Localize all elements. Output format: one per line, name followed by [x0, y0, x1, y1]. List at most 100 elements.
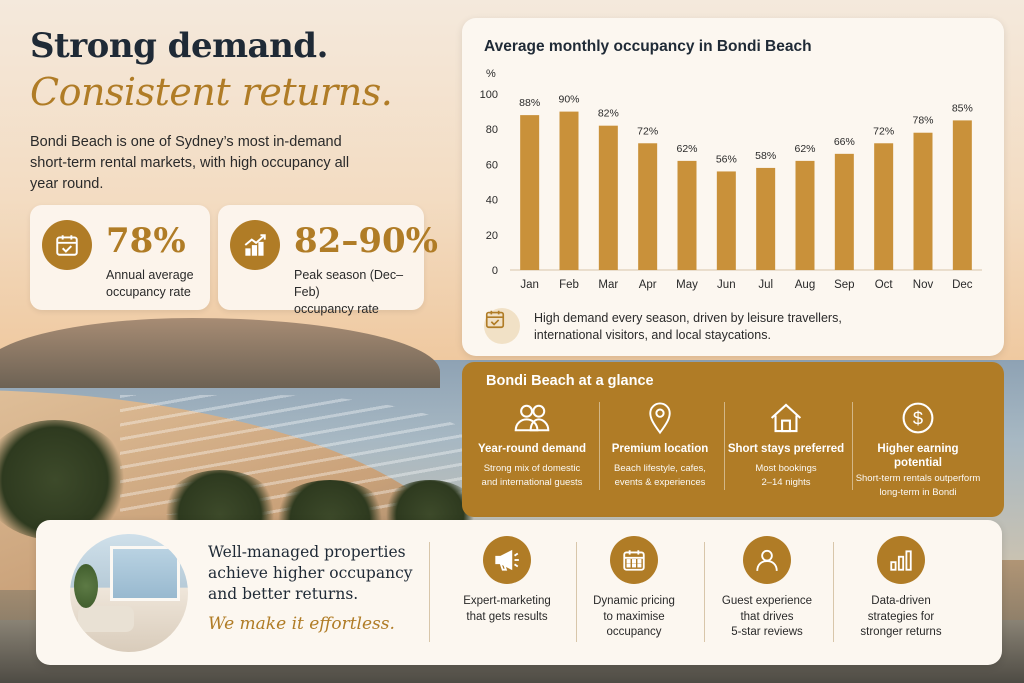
glance-item-short-stays: Short stays preferred Most bookings 2–14…	[722, 400, 850, 510]
glance-heading: Year-round demand	[478, 443, 586, 455]
bar-apr	[638, 143, 658, 270]
y-axis-unit-label: %	[486, 68, 496, 80]
glance-title: Bondi Beach at a glance	[486, 373, 654, 389]
banner-tagline: We make it effortless.	[208, 614, 395, 634]
data-label: 88%	[519, 97, 540, 109]
bar-dec	[952, 120, 972, 271]
divider	[852, 402, 853, 490]
x-tick-label: Oct	[875, 279, 894, 291]
chart-note-text: High demand every season, driven by leis…	[534, 311, 842, 342]
hero-subtitle: Consistent returns.	[30, 70, 393, 114]
divider	[724, 402, 725, 490]
feature-text: Expert-marketing that gets results	[463, 595, 551, 623]
trend-up-chart-icon	[230, 220, 280, 270]
data-label: 90%	[558, 94, 579, 106]
x-tick-label: Nov	[913, 279, 934, 291]
bar-jul	[756, 167, 776, 270]
y-tick-label: 60	[486, 159, 498, 171]
feature-text: Dynamic pricing to maximise occupancy	[593, 595, 675, 638]
glance-heading: Premium location	[611, 443, 709, 455]
stat-card-annual-occupancy: 78% Annual average occupancy rate	[30, 205, 210, 310]
bottom-banner: Well-managed properties achieve higher o…	[36, 520, 1002, 665]
bar-aug	[795, 160, 815, 270]
chart-note: High demand every season, driven by leis…	[484, 308, 984, 348]
bar-sep	[834, 153, 854, 270]
stat-value: 82–90%	[294, 221, 438, 261]
glance-description: Short-term rentals outperform long-term …	[855, 473, 981, 498]
feature-dynamic-pricing: Dynamic pricing to maximise occupancy	[569, 536, 699, 641]
data-label: 58%	[755, 150, 776, 162]
hero-description: Bondi Beach is one of Sydney’s most in-d…	[30, 134, 350, 192]
feature-expert-marketing: Expert-marketing that gets results	[442, 536, 572, 625]
bar-feb	[559, 111, 579, 270]
data-label: 72%	[637, 125, 658, 137]
glance-item-higher-earning: $ Higher earning potential Short-term re…	[854, 400, 982, 510]
x-tick-label: Dec	[952, 279, 973, 291]
house-icon	[722, 400, 850, 436]
y-tick-label: 80	[486, 124, 498, 136]
feature-text: Data-driven strategies for stronger retu…	[860, 595, 942, 638]
glance-heading: Short stays preferred	[727, 443, 845, 455]
x-tick-label: Apr	[639, 279, 657, 291]
stat-label: Annual average occupancy rate	[106, 268, 194, 299]
data-label: 85%	[952, 102, 973, 114]
chart-title: Average monthly occupancy in Bondi Beach	[484, 38, 812, 55]
x-tick-label: Jan	[520, 279, 539, 291]
occupancy-bar-chart: % 0 20 40 60 80 100 88% Jan 90% Feb 82% Mar 72% Apr 62%…	[480, 68, 982, 291]
data-label: 56%	[716, 153, 737, 165]
y-tick-label: 40	[486, 195, 498, 207]
hero-title: Strong demand.	[30, 26, 328, 66]
stat-value: 78%	[106, 221, 186, 261]
stat-card-peak-occupancy: 82–90% Peak season (Dec–Feb) occupancy r…	[218, 205, 438, 316]
bar-jun	[716, 171, 736, 270]
calendar-check-icon	[42, 220, 92, 270]
bar-nov	[913, 132, 933, 270]
banner-message: Well-managed properties achieve higher o…	[208, 543, 413, 603]
hero: Strong demand. Consistent returns. Bondi…	[30, 26, 430, 195]
data-label: 72%	[873, 125, 894, 137]
divider	[704, 542, 705, 642]
glance-heading: Higher earning potential	[877, 443, 959, 469]
x-tick-label: Jul	[758, 279, 773, 291]
bar-oct	[874, 143, 894, 270]
people-icon	[468, 400, 596, 436]
bar-mar	[598, 125, 618, 271]
living-room-photo	[70, 534, 188, 652]
divider	[576, 542, 577, 642]
y-tick-label: 100	[480, 89, 498, 101]
glance-item-premium-location: Premium location Beach lifestyle, cafes,…	[596, 400, 724, 510]
y-tick-label: 0	[492, 265, 498, 277]
user-icon	[743, 536, 791, 584]
bar-chart-icon	[877, 536, 925, 584]
feature-guest-experience: Guest experience that drives 5-star revi…	[702, 536, 832, 641]
data-label: 78%	[912, 115, 933, 127]
x-tick-label: Jun	[717, 279, 736, 291]
y-tick-label: 20	[486, 230, 498, 242]
svg-text:$: $	[913, 408, 923, 429]
calendar-grid-icon	[610, 536, 658, 584]
megaphone-icon	[483, 536, 531, 584]
x-tick-label: Mar	[598, 279, 618, 291]
glance-item-year-round-demand: Year-round demand Strong mix of domestic…	[468, 400, 596, 510]
feature-data-driven: Data-driven strategies for stronger retu…	[836, 536, 966, 641]
glance-description: Strong mix of domestic and international…	[481, 463, 583, 488]
data-label: 66%	[834, 136, 855, 148]
data-label: 62%	[676, 143, 697, 155]
stat-label: Peak season (Dec–Feb) occupancy rate	[294, 268, 404, 316]
at-a-glance-panel: Bondi Beach at a glance Year-round deman…	[462, 362, 1004, 517]
calendar-check-icon	[484, 308, 520, 344]
divider	[599, 402, 600, 490]
occupancy-chart-card: Average monthly occupancy in Bondi Beach…	[462, 18, 1004, 356]
data-label: 82%	[598, 108, 619, 120]
glance-description: Most bookings 2–14 nights	[755, 463, 817, 488]
data-label: 62%	[794, 143, 815, 155]
bar-jan	[520, 115, 540, 271]
divider	[429, 542, 430, 642]
glance-description: Beach lifestyle, cafes, events & experie…	[614, 463, 706, 488]
divider	[833, 542, 834, 642]
x-tick-label: May	[676, 279, 698, 291]
dollar-coin-icon: $	[854, 400, 982, 436]
bar-may	[677, 160, 697, 270]
x-tick-label: Aug	[795, 279, 815, 291]
x-tick-label: Feb	[559, 279, 579, 291]
